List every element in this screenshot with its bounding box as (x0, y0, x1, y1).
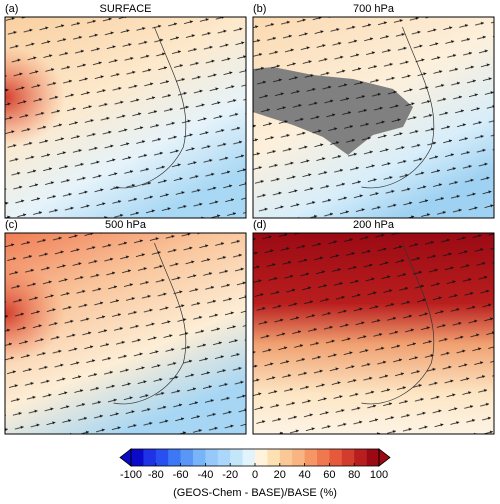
colorbar-tick-label: 40 (298, 469, 310, 481)
colorbar-tick-label: 0 (252, 469, 258, 481)
colorbar-tick-label: -20 (222, 469, 238, 481)
panel-label: (d) (253, 219, 266, 231)
colorbar-under (119, 448, 132, 467)
colorbar-segment (155, 449, 169, 466)
panel-frame (252, 232, 495, 435)
wind-vectors (253, 17, 494, 218)
panel-label: (a) (5, 3, 18, 15)
panel-title: 500 hPa (105, 219, 147, 231)
colorbar-tick-label: 80 (348, 469, 360, 481)
panel-title: 200 hPa (353, 219, 395, 231)
panel-label: (c) (5, 219, 18, 231)
colorbar-segment (329, 449, 343, 466)
colorbar-segment (180, 449, 194, 466)
colorbar-segment (143, 449, 157, 466)
colorbar-over (378, 448, 391, 467)
colorbar-segment (366, 449, 380, 466)
colorbar-segment (131, 449, 144, 466)
colorbar-segment (255, 449, 268, 466)
colorbar-tick-label: 60 (323, 469, 335, 481)
colorbar-segment (354, 449, 367, 466)
colorbar-segment (230, 449, 243, 466)
colorbar-tick-label: -80 (148, 469, 164, 481)
colorbar-tick-label: 20 (274, 469, 286, 481)
colorbar-segment (317, 449, 330, 466)
wind-vectors (5, 17, 246, 218)
colorbar-segment (304, 449, 318, 466)
colorbar-label: (GEOS-Chem - BASE)/BASE (%) (173, 487, 337, 499)
colorbar-segment (279, 449, 293, 466)
wind-vectors (253, 233, 494, 434)
colorbar-segment (341, 449, 355, 466)
colorbar-segment (242, 449, 256, 466)
panel-frame (4, 232, 247, 435)
colorbar-tick-label: -100 (120, 469, 142, 481)
colorbar-tick-label: -60 (173, 469, 189, 481)
panel-label: (b) (253, 3, 266, 15)
colorbar-segment (217, 449, 231, 466)
colorbar-tick-label: 100 (370, 469, 388, 481)
panel-frame (4, 16, 247, 219)
wind-vectors (5, 233, 246, 434)
panel-title: SURFACE (100, 3, 152, 15)
colorbar-segment (193, 449, 206, 466)
colorbar-tick-label: -40 (197, 469, 213, 481)
colorbar-segment (267, 449, 281, 466)
panel-title: 700 hPa (353, 3, 395, 15)
colorbar-segment (168, 449, 181, 466)
panel-frame (252, 16, 495, 219)
colorbar-segment (205, 449, 219, 466)
colorbar-segment (292, 449, 305, 466)
